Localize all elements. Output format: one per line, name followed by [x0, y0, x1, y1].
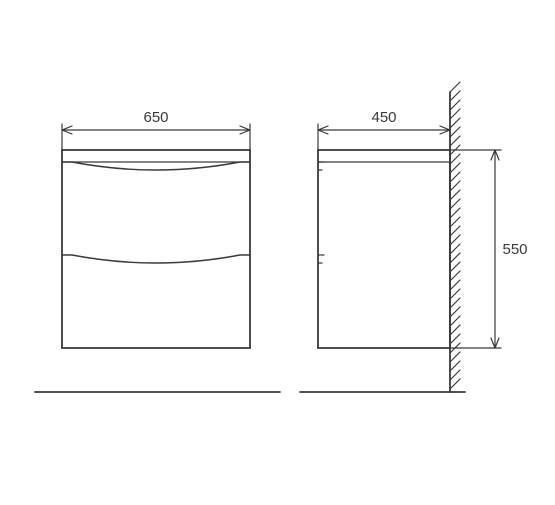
side-view [318, 150, 450, 348]
front-view [62, 150, 250, 348]
front-outline [62, 150, 250, 348]
height-dim: 550 [502, 241, 527, 258]
wall-hatching [450, 82, 460, 392]
front-width: 650 [143, 109, 168, 126]
side-depth: 450 [371, 109, 396, 126]
side-outline [318, 150, 450, 348]
